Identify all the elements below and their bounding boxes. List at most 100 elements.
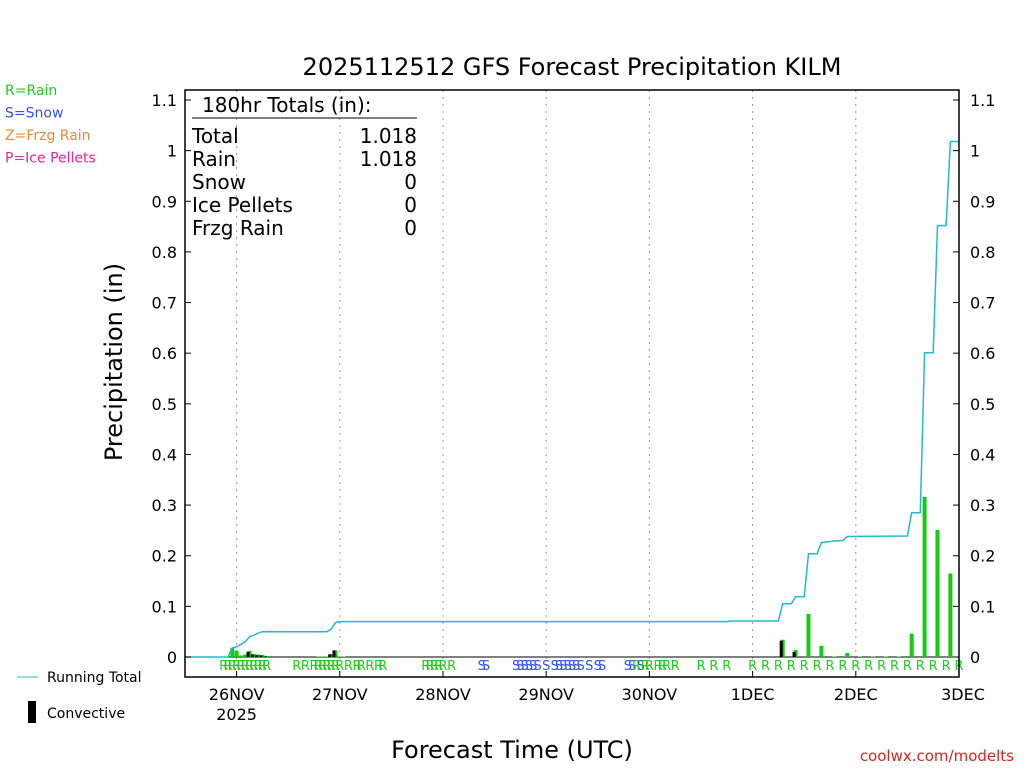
rain-marker: R — [219, 659, 228, 674]
rain-marker: R — [378, 659, 387, 674]
totals-row-label: Snow — [192, 170, 246, 194]
rain-marker: R — [838, 659, 847, 674]
precip-bar — [935, 529, 940, 657]
precip-bar — [324, 656, 329, 657]
rain-marker: R — [245, 659, 254, 674]
x-tick-label: 27NOV — [312, 685, 368, 704]
rain-marker: R — [438, 659, 447, 674]
precip-bar — [896, 656, 901, 657]
y-tick-label-left: 0.2 — [152, 547, 177, 566]
snow-marker: S — [525, 659, 533, 674]
totals-header: 180hr Totals (in): — [202, 93, 372, 117]
precip-type-legend: R=Rain S=Snow Z=Frzg Rain P=Ice Pellets — [5, 83, 96, 167]
convective-bar — [779, 640, 783, 657]
rain-marker: R — [903, 659, 912, 674]
x-tick-label: 30NOV — [622, 685, 678, 704]
series-legend: Running Total Convective — [17, 670, 142, 723]
y-tick-label-left: 0.7 — [152, 294, 177, 313]
snow-marker: S — [482, 659, 490, 674]
precip-bar — [858, 656, 863, 657]
rain-marker: R — [309, 659, 318, 674]
totals-row-label: Frzg Rain — [192, 216, 284, 240]
rain-marker: R — [890, 659, 899, 674]
plot-border — [184, 89, 960, 678]
legend-entry: R=Rain — [5, 83, 57, 99]
precip-bar — [316, 656, 321, 657]
precip-bar — [948, 573, 953, 657]
y-tick-label-right: 0 — [970, 648, 980, 667]
rain-marker: R — [223, 659, 232, 674]
rain-marker: R — [292, 659, 301, 674]
totals-row-label: Ice Pellets — [192, 193, 293, 217]
rain-marker: R — [645, 659, 654, 674]
precip-bars — [230, 496, 953, 657]
snow-marker: S — [551, 659, 559, 674]
precip-bar — [342, 656, 347, 657]
precip-bar — [922, 496, 927, 657]
rain-marker: R — [365, 659, 374, 674]
y-tick-label-left: 0.1 — [152, 597, 177, 616]
y-tick-label-right: 0.1 — [970, 597, 995, 616]
rain-marker: R — [709, 659, 718, 674]
rain-marker: R — [722, 659, 731, 674]
y-tick-label-left: 0.3 — [152, 496, 177, 515]
precip-bar — [230, 647, 235, 657]
totals-row-value: 1.018 — [360, 147, 417, 171]
chart-title: 2025112512 GFS Forecast Precipitation KI… — [303, 53, 842, 81]
y-tick-label-left: 0.5 — [152, 395, 177, 414]
snow-marker: S — [542, 659, 550, 674]
rain-marker: R — [916, 659, 925, 674]
x-tick-label: 26NOV — [209, 685, 265, 704]
rain-marker: R — [258, 659, 267, 674]
y-tick-label-right: 0.3 — [970, 496, 995, 515]
x-tick-sublabel: 2025 — [216, 705, 257, 724]
rain-marker: R — [421, 659, 430, 674]
rain-marker: R — [254, 659, 263, 674]
y-tick-label-right: 0.4 — [970, 445, 995, 464]
snow-marker: S — [572, 659, 580, 674]
precip-bar — [234, 650, 239, 657]
watermark: coolwx.com/modelts — [860, 747, 1014, 765]
rain-marker: R — [331, 659, 340, 674]
y-tick-label-left: 0.4 — [152, 445, 177, 464]
x-tick-label: 29NOV — [518, 685, 574, 704]
snow-marker: S — [555, 659, 563, 674]
y-tick-label-right: 0.2 — [970, 547, 995, 566]
running-total-line — [185, 140, 959, 658]
convective-bar — [792, 651, 796, 657]
y-tick-label-right: 1.1 — [970, 91, 995, 110]
convective-bar — [250, 654, 254, 657]
x-tick-label: 3DEC — [941, 685, 985, 704]
totals-row-value: 1.018 — [360, 124, 417, 148]
totals-row-label: Total — [191, 124, 239, 148]
snow-marker: S — [564, 659, 572, 674]
rain-marker: R — [434, 659, 443, 674]
snow-marker: S — [568, 659, 576, 674]
rain-marker: R — [787, 659, 796, 674]
y-tick-label-left: 1.1 — [152, 91, 177, 110]
legend-entry: S=Snow — [5, 106, 63, 122]
precip-bar — [337, 656, 342, 657]
y-tick-label-right: 0.5 — [970, 395, 995, 414]
convective-bar — [332, 650, 336, 657]
x-axis-label: Forecast Time (UTC) — [391, 736, 633, 764]
snow-marker: S — [624, 659, 632, 674]
rain-marker: R — [851, 659, 860, 674]
y-tick-label-left: 1 — [167, 142, 177, 161]
running-total-line-group — [185, 140, 959, 658]
precip-bar — [819, 645, 824, 657]
rain-marker: R — [877, 659, 886, 674]
rain-marker: R — [825, 659, 834, 674]
rain-marker: R — [335, 659, 344, 674]
rain-marker: R — [641, 659, 650, 674]
snow-marker: S — [637, 659, 645, 674]
convective-bar — [259, 655, 263, 657]
rain-marker: R — [374, 659, 383, 674]
grid — [185, 90, 959, 677]
rain-marker: R — [314, 659, 323, 674]
y-tick-label-right: 0.9 — [970, 192, 995, 211]
precip-bar — [243, 654, 248, 657]
snow-marker: S — [559, 659, 567, 674]
rain-marker: R — [658, 659, 667, 674]
